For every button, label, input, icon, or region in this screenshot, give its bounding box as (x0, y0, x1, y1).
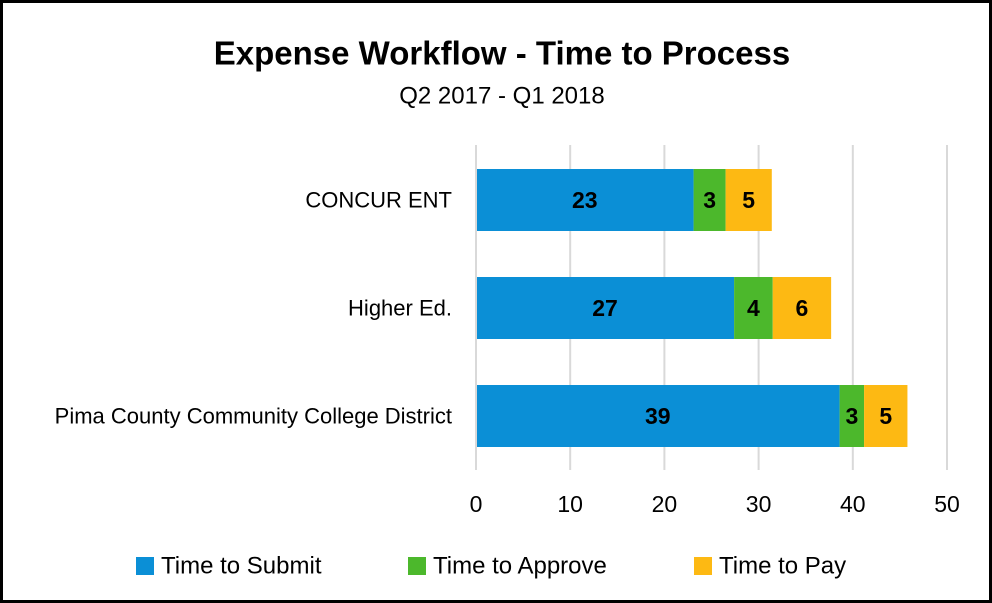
data-label: 3 (703, 187, 716, 213)
data-label: 6 (796, 295, 809, 321)
x-tick-label: 50 (934, 491, 960, 517)
chart-subtitle: Q2 2017 - Q1 2018 (399, 82, 604, 109)
legend-label: Time to Approve (433, 552, 607, 579)
data-label: 4 (747, 295, 760, 321)
legend-swatch (136, 557, 154, 575)
x-tick-label: 20 (652, 491, 678, 517)
bar-segment (476, 169, 694, 231)
data-label: 5 (879, 403, 892, 429)
bar-segment (476, 385, 840, 447)
y-tick-label: Higher Ed. (348, 295, 452, 321)
y-tick-label: CONCUR ENT (305, 187, 452, 213)
data-label: 3 (845, 403, 858, 429)
bar-segment (864, 385, 908, 447)
bar-segment (476, 277, 735, 339)
chart-title: Expense Workflow - Time to Process (214, 35, 790, 72)
bar-segment (734, 277, 773, 339)
bar-segment (839, 385, 865, 447)
bar-segment (693, 169, 726, 231)
legend-label: Time to Submit (161, 552, 322, 579)
x-tick-label: 40 (840, 491, 866, 517)
legend-label: Time to Pay (719, 552, 846, 579)
y-tick-label: Pima County Community College District (54, 403, 452, 429)
legend-swatch (694, 557, 712, 575)
x-tick-label: 0 (470, 491, 483, 517)
data-label: 23 (572, 187, 598, 213)
x-tick-label: 10 (557, 491, 583, 517)
data-label: 27 (592, 295, 618, 321)
bar-segment (772, 277, 832, 339)
category-label-box: Higher Ed. (0, 293, 452, 324)
category-label-box: CONCUR ENT (0, 185, 452, 216)
x-tick-label: 30 (746, 491, 772, 517)
legend-swatch (408, 557, 426, 575)
bar-segment (725, 169, 772, 231)
data-label: 5 (742, 187, 755, 213)
data-label: 39 (645, 403, 671, 429)
category-label-box: Pima County Community College District (0, 401, 452, 432)
